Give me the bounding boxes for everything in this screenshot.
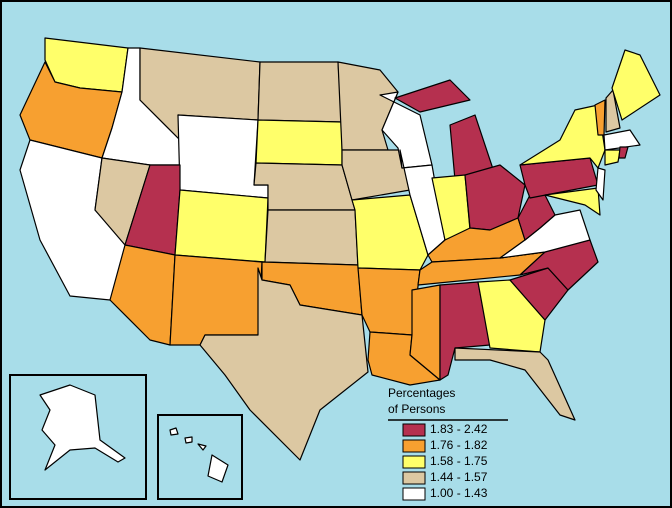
state	[184, 436, 193, 444]
state	[169, 427, 179, 436]
legend-label: 1.00 - 1.43	[430, 486, 488, 500]
legend-label: 1.44 - 1.57	[430, 470, 488, 484]
legend-label: 1.83 - 2.42	[430, 422, 488, 436]
state	[544, 187, 601, 216]
state	[169, 254, 263, 346]
legend: Percentages of Persons 1.83 - 2.42 1.76 -…	[388, 386, 508, 501]
state	[499, 239, 599, 291]
state	[605, 89, 621, 133]
state	[618, 146, 629, 159]
state	[257, 61, 343, 123]
legend-swatch	[402, 423, 426, 437]
legend-title: Percentages	[388, 386, 455, 400]
state	[595, 167, 606, 201]
state	[197, 443, 207, 451]
state	[207, 454, 229, 483]
state	[477, 279, 546, 353]
legend-label: 1.76 - 1.82	[430, 438, 488, 452]
state	[604, 149, 621, 166]
state	[253, 162, 356, 211]
state	[341, 149, 411, 201]
state	[109, 244, 176, 346]
state	[199, 267, 369, 461]
state	[394, 79, 471, 113]
state	[611, 49, 661, 121]
state	[409, 284, 441, 381]
state	[39, 384, 126, 471]
states	[19, 37, 661, 483]
state	[454, 347, 576, 421]
legend-title: of Persons	[388, 402, 445, 416]
state	[174, 189, 269, 263]
legend-swatch	[402, 471, 426, 485]
state	[357, 267, 421, 336]
legend-swatch	[402, 487, 426, 501]
state	[264, 209, 359, 266]
legend-swatch	[402, 455, 426, 469]
hawaii-inset	[157, 414, 243, 500]
state	[603, 129, 641, 151]
legend-label: 1.58 - 1.75	[430, 454, 488, 468]
state	[255, 119, 343, 166]
legend-swatch	[402, 439, 426, 453]
